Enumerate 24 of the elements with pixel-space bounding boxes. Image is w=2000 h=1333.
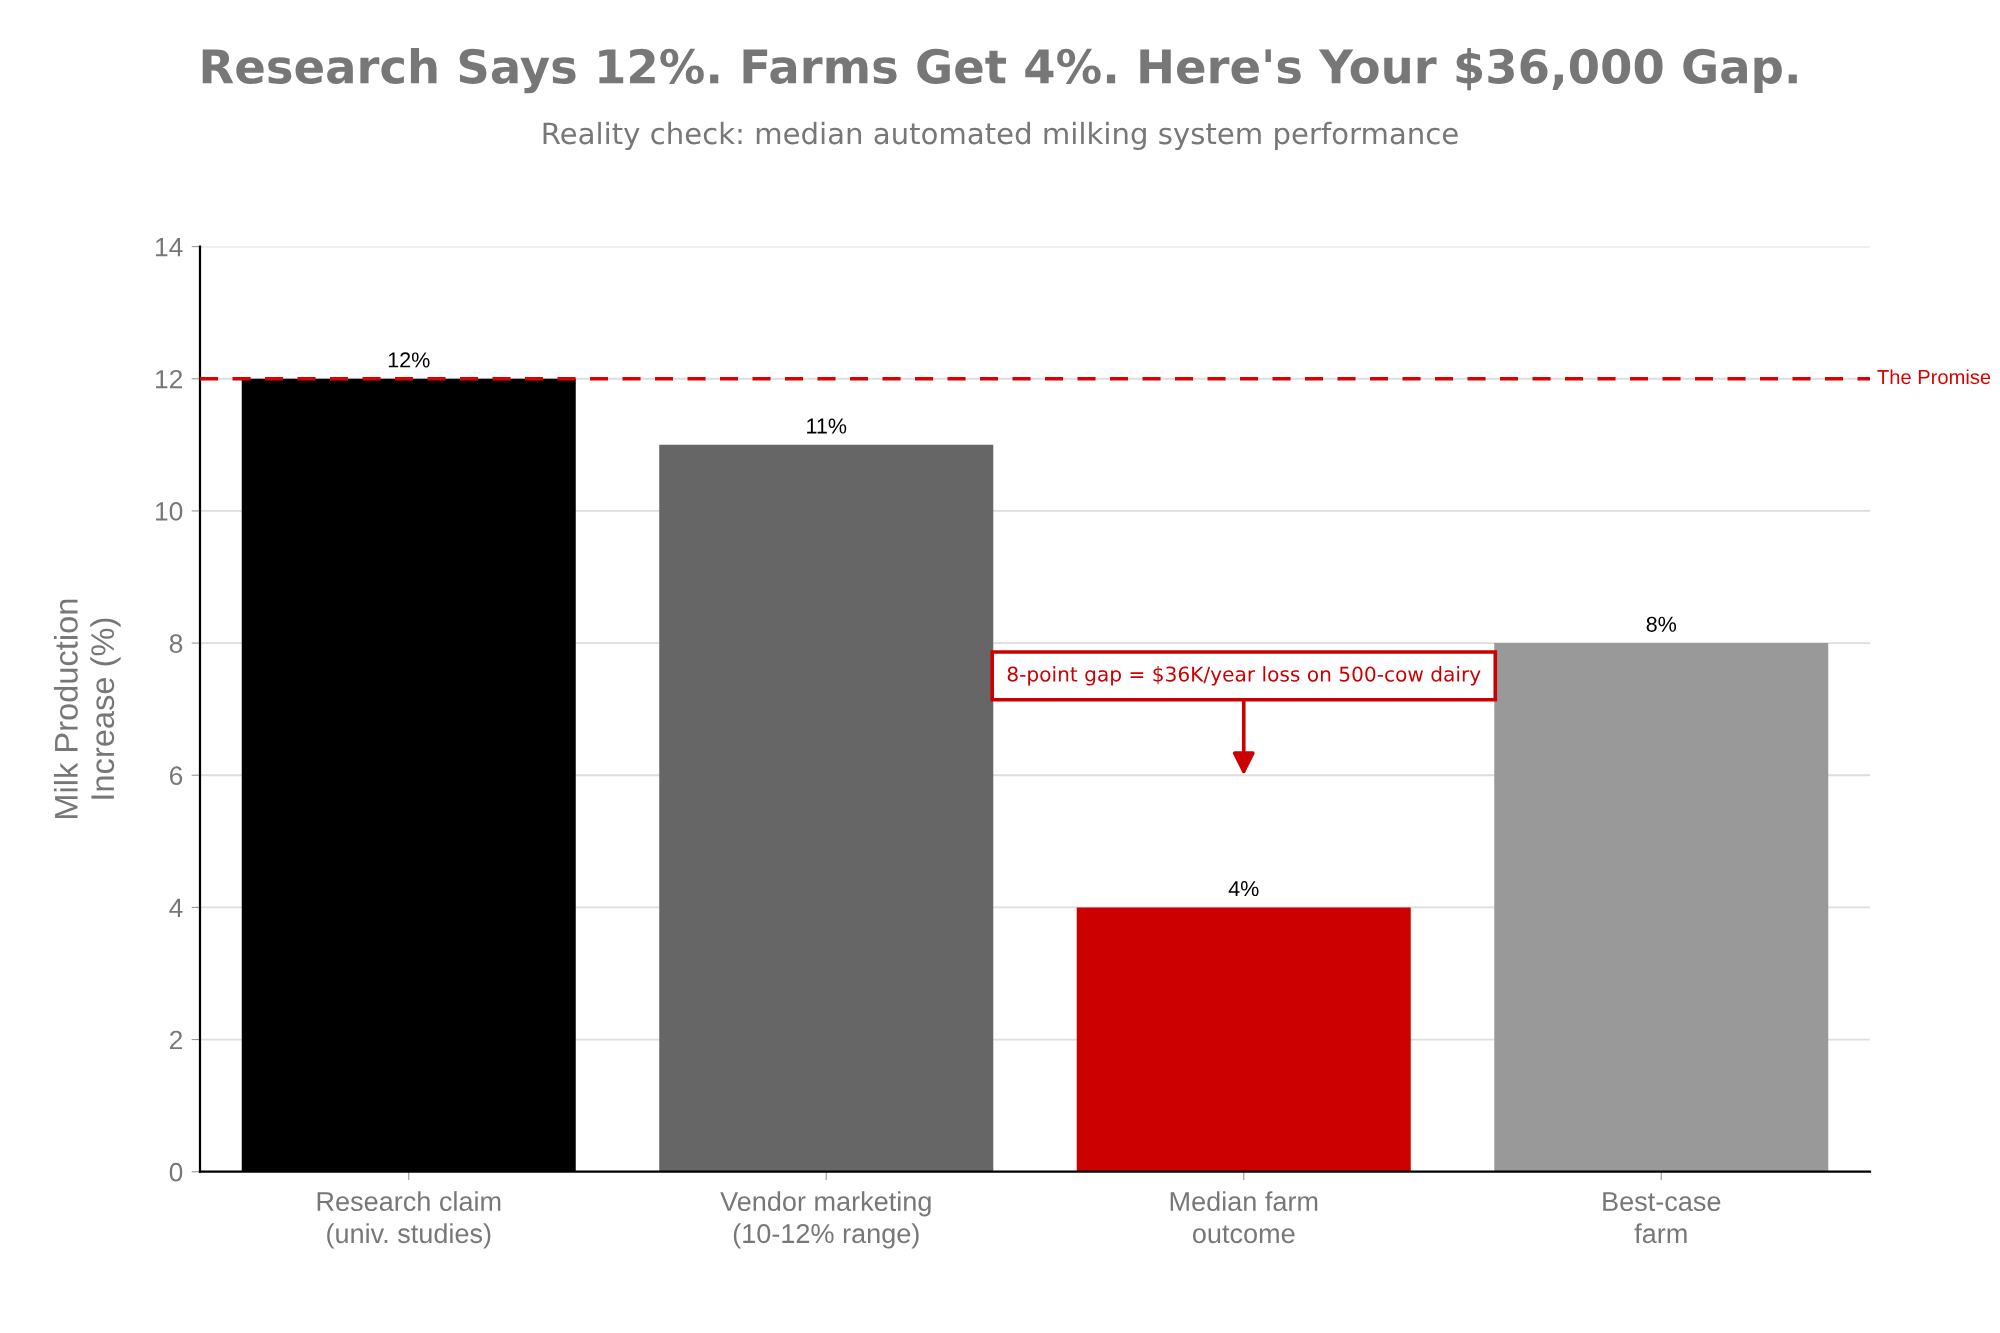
y-axis-title: Milk Production Increase (%) [53,599,121,819]
x-tick-label: Vendor marketing (10-12% range) [720,1191,931,1249]
ref-line-label: The Promise [1877,369,1991,385]
y-tick-label: 12 [156,369,183,389]
data-label: 12% [388,352,430,368]
chart-subtitle: Reality check: median automated milking system performance [543,121,1458,151]
y-tick-label: 6 [170,766,183,786]
bar [659,444,994,1172]
x-tick-label: Median farm outcome [1170,1191,1318,1244]
x-tick-label: Research claim (univ. studies) [317,1191,501,1249]
data-label: 8% [1646,616,1677,632]
bar [1076,907,1411,1172]
y-tick-label: 0 [169,1162,183,1182]
y-tick-label: 2 [169,1030,183,1050]
y-tick-label: 4 [169,898,183,917]
y-tick-label: 14 [156,238,183,257]
data-label: 4% [1228,881,1259,897]
y-tick-label: 8 [169,634,183,653]
annotation: 8-point gap = $36K/year loss on 500-cow dairy [1007,666,1481,686]
chart-title: Research Says 12%. Farms Get 4%. Here's Your $36,000 Gap. [202,47,1797,94]
y-tick-label: 10 [156,502,183,521]
bar [1494,643,1829,1172]
data-label: 11% [807,418,847,434]
x-tick-label: Best-case farm [1603,1192,1721,1244]
